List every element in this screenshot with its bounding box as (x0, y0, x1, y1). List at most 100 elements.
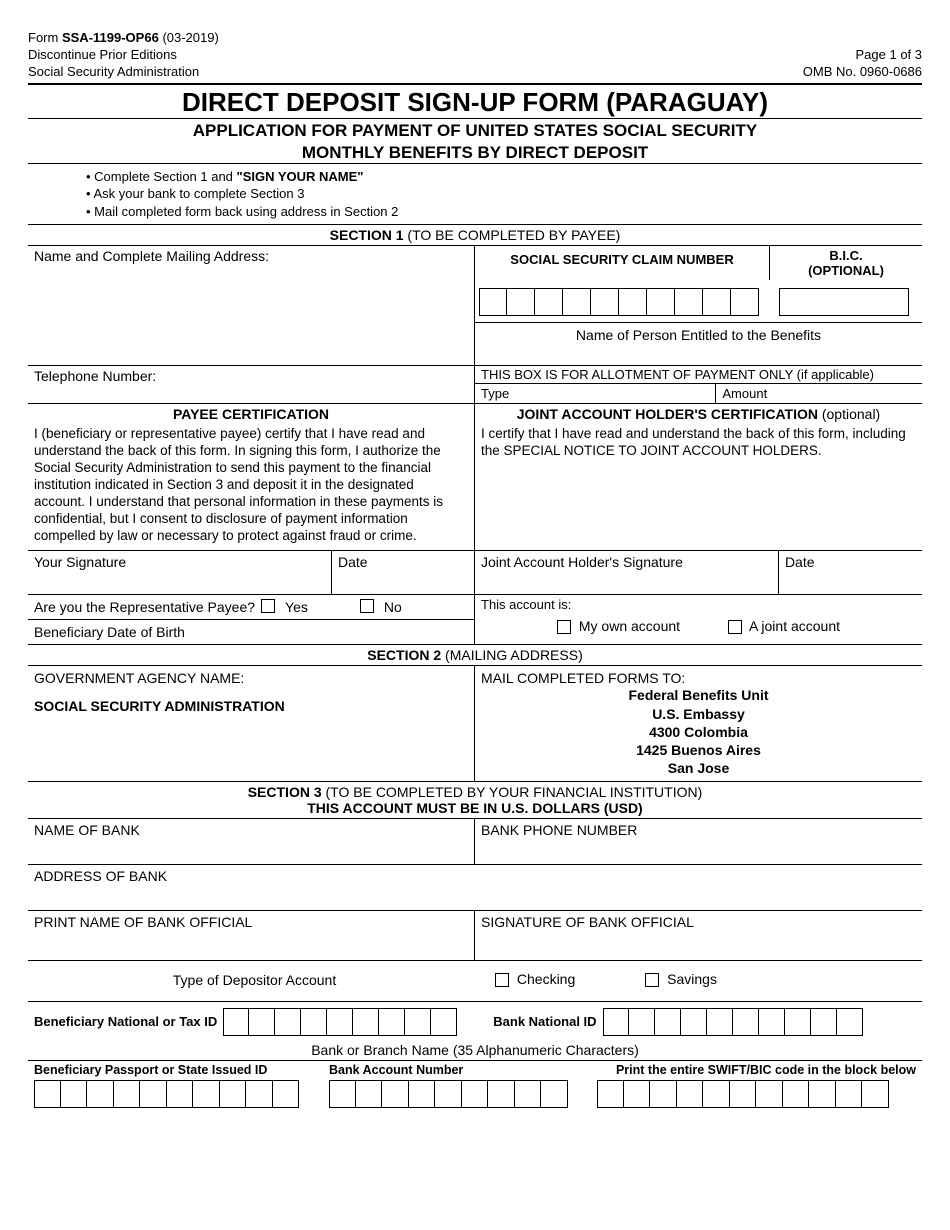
addr-line-3: 4300 Colombia (481, 723, 916, 741)
rep-payee-label: Are you the Representative Payee? (34, 599, 255, 615)
rep-payee-question: Are you the Representative Payee? Yes No (28, 594, 474, 619)
dob-field[interactable]: Beneficiary Date of Birth (28, 619, 474, 644)
passport-id-label: Beneficiary Passport or State Issued ID (34, 1063, 317, 1080)
bottom-boxes-row: Beneficiary Passport or State Issued ID … (28, 1060, 922, 1108)
joint-signature-field[interactable]: Joint Account Holder's Signature (475, 551, 779, 594)
joint-account-checkbox[interactable] (728, 620, 742, 634)
official-name-field[interactable]: PRINT NAME OF BANK OFFICIAL (28, 910, 475, 960)
form-revision: (03-2019) (162, 30, 218, 45)
joint-cert-text: I certify that I have read and understan… (475, 424, 922, 466)
yes-label: Yes (285, 599, 308, 615)
swift-section: Print the entire SWIFT/BIC code in the b… (591, 1063, 922, 1108)
bic-label-2: (OPTIONAL) (772, 263, 920, 278)
name-address-field[interactable]: Name and Complete Mailing Address: (28, 245, 475, 365)
main-title: DIRECT DEPOSIT SIGN-UP FORM (PARAGUAY) (28, 87, 922, 118)
joint-date-field[interactable]: Date (779, 551, 922, 594)
rep-payee-no-checkbox[interactable] (360, 599, 374, 613)
s1-row-name-ssn: Name and Complete Mailing Address: SOCIA… (28, 245, 922, 365)
account-number-section: Bank Account Number (323, 1063, 591, 1108)
form-number: SSA-1199-OP66 (62, 30, 159, 45)
checking-checkbox[interactable] (495, 973, 509, 987)
savings-checkbox[interactable] (645, 973, 659, 987)
id-boxes-row: Beneficiary National or Tax ID Bank Nati… (28, 1001, 922, 1040)
joint-certification: JOINT ACCOUNT HOLDER'S CERTIFICATION (op… (475, 404, 922, 550)
addr-line-4: 1425 Buenos Aires (481, 741, 916, 759)
bank-name-label: NAME OF BANK (34, 822, 140, 838)
joint-account-label: A joint account (749, 618, 840, 634)
swift-label: Print the entire SWIFT/BIC code in the b… (597, 1063, 916, 1080)
section-1-rest: (TO BE COMPLETED BY PAYEE) (404, 227, 621, 243)
joint-cert-title: JOINT ACCOUNT HOLDER'S CERTIFICATION (517, 406, 818, 422)
bank-phone-field[interactable]: BANK PHONE NUMBER (475, 818, 922, 864)
agency-block: GOVERNMENT AGENCY NAME: SOCIAL SECURITY … (28, 666, 475, 781)
s1-row-phone-allotment: Telephone Number: THIS BOX IS FOR ALLOTM… (28, 365, 922, 403)
passport-id-section: Beneficiary Passport or State Issued ID (28, 1063, 323, 1108)
section-1-bold: SECTION 1 (330, 227, 404, 243)
mailing-block: MAIL COMPLETED FORMS TO: Federal Benefit… (475, 666, 922, 781)
addr-line-2: U.S. Embassy (481, 705, 916, 723)
instruction-3: • Mail completed form back using address… (86, 203, 922, 221)
phone-field[interactable]: Telephone Number: (28, 365, 475, 403)
usd-notice: THIS ACCOUNT MUST BE IN U.S. DOLLARS (US… (28, 800, 922, 818)
ssn-label: SOCIAL SECURITY CLAIM NUMBER (475, 246, 770, 280)
bic-input-box[interactable] (779, 288, 909, 316)
section-2-header: SECTION 2 (MAILING ADDRESS) (28, 645, 922, 665)
header-right: Page 1 of 3 OMB No. 0960-0686 (803, 30, 922, 81)
joint-signature-label: Joint Account Holder's Signature (481, 554, 683, 570)
addr-line-1: Federal Benefits Unit (481, 686, 916, 704)
official-sig-label: SIGNATURE OF BANK OFFICIAL (481, 914, 694, 930)
allotment-amount-field[interactable]: Amount (716, 383, 922, 403)
section-2-rest: (MAILING ADDRESS) (441, 647, 583, 663)
payee-date-field[interactable]: Date (332, 551, 475, 594)
allotment-label: THIS BOX IS FOR ALLOTMENT OF PAYMENT ONL… (475, 365, 922, 383)
type-label: Type (481, 386, 509, 401)
savings-label: Savings (667, 971, 717, 987)
official-name-label: PRINT NAME OF BANK OFFICIAL (34, 914, 252, 930)
passport-id-boxes[interactable] (34, 1080, 317, 1108)
your-signature-label: Your Signature (34, 554, 126, 570)
form-header: Form SSA-1199-OP66 (03-2019) Discontinue… (28, 30, 922, 81)
account-number-boxes[interactable] (329, 1080, 585, 1108)
your-signature-field[interactable]: Your Signature (28, 551, 332, 594)
addr-line-5: San Jose (481, 759, 916, 777)
section-2-bold: SECTION 2 (367, 647, 441, 663)
s3-official-row: PRINT NAME OF BANK OFFICIAL SIGNATURE OF… (28, 910, 922, 960)
allotment-type-field[interactable]: Type (475, 383, 716, 403)
payee-cert-title: PAYEE CERTIFICATION (28, 404, 474, 424)
checking-label: Checking (517, 971, 575, 987)
bank-national-id-label: Bank National ID (487, 1014, 602, 1029)
subtitle-2: MONTHLY BENEFITS BY DIRECT DEPOSIT (28, 143, 922, 163)
benef-tax-id-boxes[interactable] (223, 1008, 457, 1036)
rep-payee-yes-checkbox[interactable] (261, 599, 275, 613)
instruction-1-prefix: • Complete Section 1 and (86, 169, 237, 184)
ssn-input-boxes[interactable] (475, 284, 922, 322)
agency-name-header: Social Security Administration (28, 64, 219, 81)
phone-label: Telephone Number: (34, 368, 156, 384)
bank-name-field[interactable]: NAME OF BANK (28, 818, 475, 864)
signature-row: Your Signature Date Joint Account Holder… (28, 550, 922, 594)
date-label-1: Date (338, 554, 368, 570)
own-account-label: My own account (579, 618, 680, 634)
official-sig-field[interactable]: SIGNATURE OF BANK OFFICIAL (475, 910, 922, 960)
bank-national-id-boxes[interactable] (603, 1008, 863, 1036)
divider (28, 83, 922, 85)
instructions-block: • Complete Section 1 and "SIGN YOUR NAME… (28, 164, 922, 225)
mail-to-label: MAIL COMPLETED FORMS TO: (481, 670, 916, 686)
entitled-field[interactable]: Name of Person Entitled to the Benefits (475, 322, 922, 361)
own-account-checkbox[interactable] (557, 620, 571, 634)
bank-address-field[interactable]: ADDRESS OF BANK (28, 864, 922, 910)
swift-boxes[interactable] (597, 1080, 916, 1108)
no-label: No (384, 599, 402, 615)
agency-name-value: SOCIAL SECURITY ADMINISTRATION (34, 698, 468, 714)
header-left: Form SSA-1199-OP66 (03-2019) Discontinue… (28, 30, 219, 81)
mailing-address: Federal Benefits Unit U.S. Embassy 4300 … (481, 686, 916, 777)
form-label: Form (28, 30, 58, 45)
account-is-label: This account is: (475, 594, 922, 612)
section-2-body: GOVERNMENT AGENCY NAME: SOCIAL SECURITY … (28, 665, 922, 781)
allotment-area: THIS BOX IS FOR ALLOTMENT OF PAYMENT ONL… (475, 365, 922, 403)
branch-name-label: Bank or Branch Name (35 Alphanumeric Cha… (28, 1040, 922, 1060)
divider (28, 118, 922, 119)
bic-label: B.I.C. (OPTIONAL) (770, 246, 922, 280)
section-3-bold: SECTION 3 (248, 784, 322, 800)
bank-phone-label: BANK PHONE NUMBER (481, 822, 637, 838)
